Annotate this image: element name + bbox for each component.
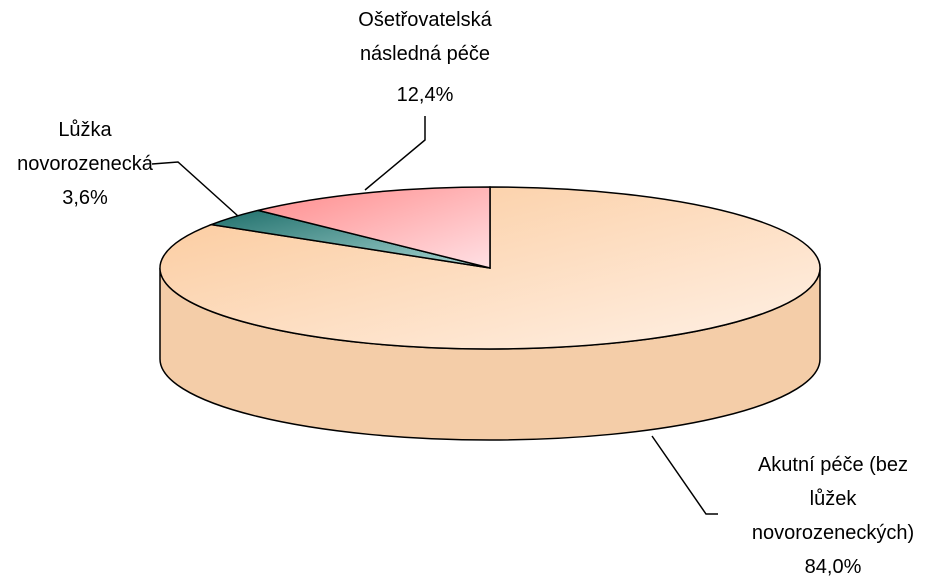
leader-line xyxy=(151,161,239,217)
slice-value-label: 12,4% xyxy=(396,84,454,106)
leader-line xyxy=(364,116,426,191)
slice-value-label: 3,6% xyxy=(62,187,108,209)
leader-line xyxy=(651,435,718,515)
slice-label: Ošetřovatelská následná péče xyxy=(358,9,492,65)
slice-label: Akutní péče (bez lůžek novorozeneckých) xyxy=(751,454,915,544)
slice-value-label: 84,0% xyxy=(804,556,862,578)
slice-label: Lůžka novorozenecká xyxy=(17,119,153,175)
pie-slice xyxy=(257,186,491,269)
